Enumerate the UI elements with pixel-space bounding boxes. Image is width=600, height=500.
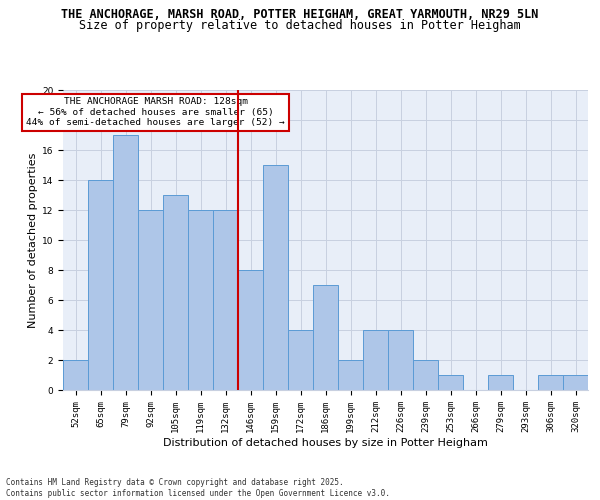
Bar [313, 285, 338, 390]
Bar [163, 195, 188, 390]
Text: THE ANCHORAGE MARSH ROAD: 128sqm
← 56% of detached houses are smaller (65)
44% o: THE ANCHORAGE MARSH ROAD: 128sqm ← 56% o… [26, 98, 285, 128]
Bar [488, 375, 513, 390]
Bar [363, 330, 388, 390]
Bar [563, 375, 588, 390]
Text: THE ANCHORAGE, MARSH ROAD, POTTER HEIGHAM, GREAT YARMOUTH, NR29 5LN: THE ANCHORAGE, MARSH ROAD, POTTER HEIGHA… [61, 8, 539, 20]
Text: Contains HM Land Registry data © Crown copyright and database right 2025.
Contai: Contains HM Land Registry data © Crown c… [6, 478, 390, 498]
Bar [188, 210, 213, 390]
Bar [338, 360, 363, 390]
Bar [538, 375, 563, 390]
Bar [88, 180, 113, 390]
Bar [388, 330, 413, 390]
Bar [438, 375, 463, 390]
Bar [238, 270, 263, 390]
Bar [263, 165, 288, 390]
Bar [63, 360, 88, 390]
Bar [413, 360, 438, 390]
X-axis label: Distribution of detached houses by size in Potter Heigham: Distribution of detached houses by size … [163, 438, 488, 448]
Y-axis label: Number of detached properties: Number of detached properties [28, 152, 38, 328]
Text: Size of property relative to detached houses in Potter Heigham: Size of property relative to detached ho… [79, 19, 521, 32]
Bar [113, 135, 138, 390]
Bar [288, 330, 313, 390]
Bar [138, 210, 163, 390]
Bar [213, 210, 238, 390]
